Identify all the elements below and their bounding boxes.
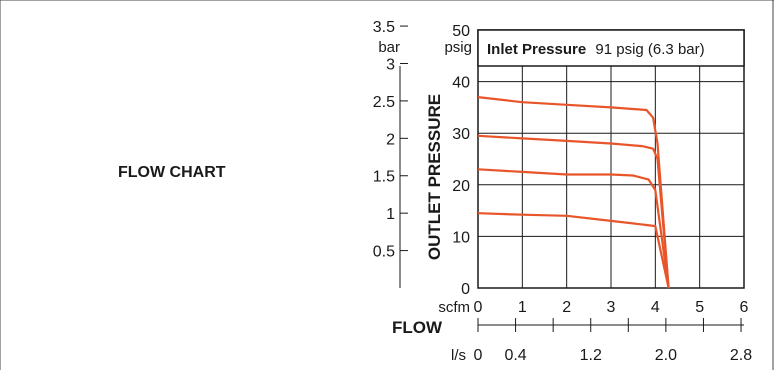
x-tick-scfm: 3 bbox=[607, 299, 616, 316]
y-tick-bar: 3.5 bbox=[373, 19, 395, 36]
grid bbox=[478, 30, 744, 288]
chart-title: Inlet Pressure 91 psig (6.3 bar) bbox=[487, 41, 705, 58]
y-tick-psig: 50 bbox=[452, 23, 470, 40]
y-ticks-psig: 50 40 30 20 10 0 bbox=[452, 23, 470, 298]
series-line-2 bbox=[477, 134, 670, 289]
y-tick-bar: 3 bbox=[386, 56, 395, 73]
series-line-1 bbox=[477, 96, 670, 289]
y-unit-bar: bar bbox=[378, 39, 400, 56]
series-group bbox=[477, 96, 670, 289]
x-axis-label: FLOW bbox=[392, 318, 443, 337]
x-unit-scfm: scfm bbox=[438, 299, 470, 316]
y-unit-psig: psig bbox=[444, 39, 472, 56]
y-tick-psig: 30 bbox=[452, 126, 470, 143]
y-ticks-bar: 3.5 3 2.5 2 1.5 1 0.5 bbox=[373, 19, 408, 261]
y-axis-label: OUTLET PRESSURE bbox=[425, 94, 444, 260]
y-tick-bar: 1.5 bbox=[373, 169, 395, 186]
x-tick-scfm: 2 bbox=[562, 299, 571, 316]
x-tick-scfm: 1 bbox=[518, 299, 527, 316]
x-tick-scfm: 4 bbox=[651, 299, 660, 316]
x-tick-ls: 2.0 bbox=[655, 347, 677, 364]
y-tick-bar: 0.5 bbox=[373, 244, 395, 261]
x-tick-scfm: 6 bbox=[740, 299, 749, 316]
y-tick-bar: 2 bbox=[386, 131, 395, 148]
title-rest: 91 psig (6.3 bar) bbox=[595, 41, 704, 58]
x-unit-ls: l/s bbox=[451, 347, 466, 364]
x-ticks-scfm: 0 1 2 3 4 5 6 bbox=[474, 299, 749, 316]
x-tick-ls: 0 bbox=[474, 347, 483, 364]
series-line-4 bbox=[477, 212, 670, 289]
panel-label: FLOW CHART bbox=[118, 164, 226, 181]
x-tick-scfm: 5 bbox=[695, 299, 704, 316]
title-bold: Inlet Pressure bbox=[487, 41, 586, 58]
y-tick-psig: 20 bbox=[452, 178, 470, 195]
y-tick-bar: 1 bbox=[386, 206, 395, 223]
x-tick-ls: 1.2 bbox=[580, 347, 602, 364]
y-tick-psig: 10 bbox=[452, 229, 470, 246]
y-tick-psig: 40 bbox=[452, 75, 470, 92]
series-line-3 bbox=[477, 168, 670, 289]
title-box bbox=[477, 29, 745, 67]
y-tick-psig: 0 bbox=[461, 281, 470, 298]
x-tick-ls: 0.4 bbox=[504, 347, 526, 364]
y-tick-bar: 2.5 bbox=[373, 94, 395, 111]
x-ticks-ls: 0 0.4 1.2 2.0 2.8 bbox=[474, 318, 752, 364]
x-tick-scfm: 0 bbox=[474, 299, 483, 316]
x-tick-ls: 2.8 bbox=[730, 347, 752, 364]
